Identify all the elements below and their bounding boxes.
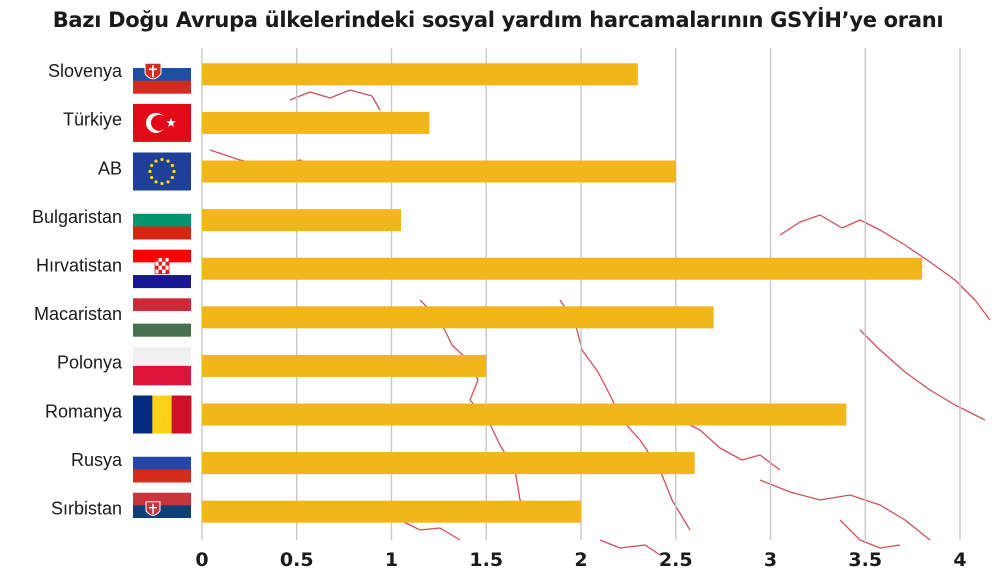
category-label-3: Bulgaristan <box>32 207 122 227</box>
flags <box>133 55 192 532</box>
bulgaria-flag-icon <box>133 201 191 240</box>
bar-1 <box>202 111 430 134</box>
map-outline-9 <box>599 539 661 556</box>
category-label-6: Polonya <box>57 353 123 373</box>
x-tick-label-6: 3 <box>764 549 777 571</box>
bar-4 <box>202 257 923 280</box>
bar-8 <box>202 452 695 475</box>
background-map <box>209 89 991 556</box>
map-outline-8 <box>839 519 901 549</box>
x-tick-label-0: 0 <box>195 549 208 571</box>
bar-0 <box>202 63 638 86</box>
bars <box>202 63 923 523</box>
hungary-flag-icon <box>133 298 191 337</box>
turkey-flag-icon <box>133 103 191 142</box>
bar-2 <box>202 160 676 183</box>
category-label-8: Rusya <box>71 450 123 470</box>
map-outline-4 <box>679 419 781 471</box>
bar-9 <box>202 500 581 523</box>
category-label-7: Romanya <box>45 401 123 421</box>
category-label-0: Slovenya <box>48 61 123 81</box>
x-tick-label-5: 2.5 <box>659 549 693 571</box>
russia-flag-icon <box>133 444 191 483</box>
category-label-2: AB <box>98 158 122 178</box>
x-tick-label-2: 1 <box>385 549 398 571</box>
category-label-9: Sırbistan <box>51 498 122 518</box>
bar-5 <box>202 306 714 329</box>
serbia-flag-icon <box>133 492 191 532</box>
x-tick-label-3: 1.5 <box>469 549 503 571</box>
slovakia-flag-icon <box>133 55 191 94</box>
category-label-5: Macaristan <box>34 304 122 324</box>
x-tick-label-7: 3.5 <box>848 549 882 571</box>
map-outline-10 <box>399 519 461 541</box>
map-outline-2 <box>419 299 541 521</box>
map-outline-7 <box>759 479 931 541</box>
map-outline-5 <box>779 214 991 321</box>
bar-7 <box>202 403 847 426</box>
bar-3 <box>202 209 401 232</box>
croatia-flag-icon <box>133 249 191 289</box>
x-tick-label-4: 2 <box>574 549 587 571</box>
romania-flag-icon <box>133 395 192 434</box>
eu-flag-icon <box>133 152 191 191</box>
bar-6 <box>202 354 487 377</box>
map-outline-1 <box>289 89 381 111</box>
category-labels: Slovenya Türkiye AB Bulgaristan Hırvatistan M… <box>32 61 123 518</box>
category-label-4: Hırvatistan <box>36 255 122 275</box>
map-outline-6 <box>859 329 986 421</box>
x-tick-label-1: 0.5 <box>280 549 314 571</box>
chart-title: Bazı Doğu Avrupa ülkelerindeki sosyal ya… <box>52 8 944 32</box>
x-axis-ticks: 0 0.5 1 1.5 2 2.5 3 3.5 4 <box>195 549 966 571</box>
x-tick-label-8: 4 <box>953 549 966 571</box>
poland-flag-icon <box>133 346 191 386</box>
category-label-1: Türkiye <box>63 110 122 130</box>
